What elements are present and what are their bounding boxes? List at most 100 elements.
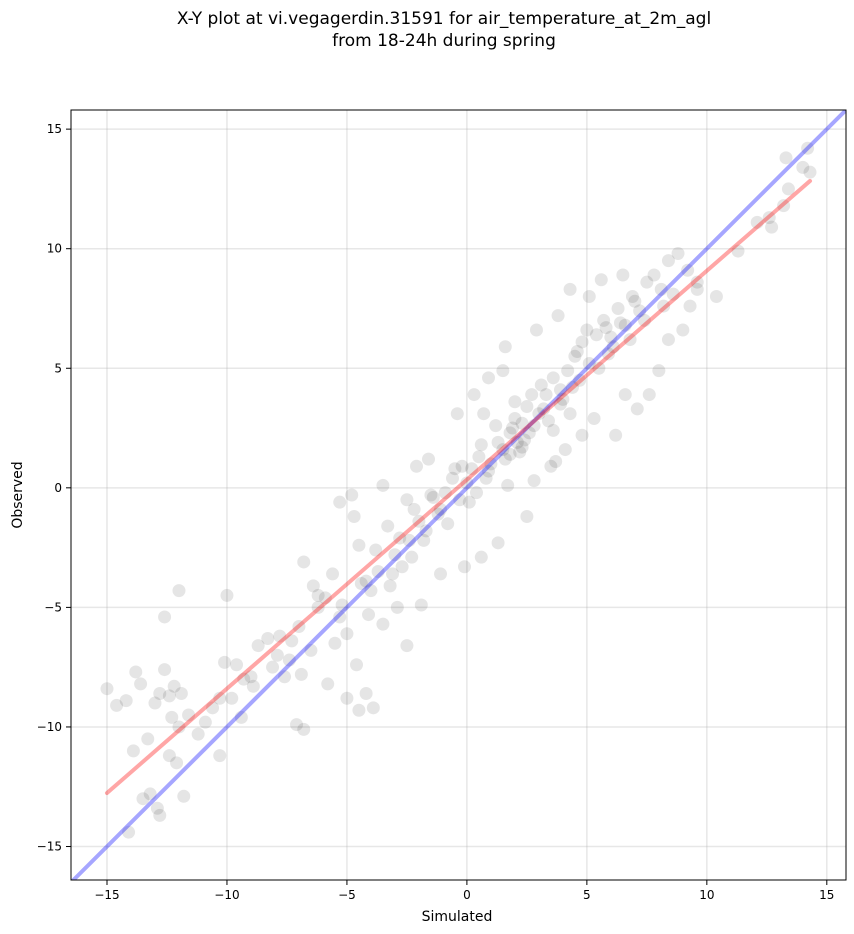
data-point bbox=[501, 478, 515, 492]
data-point bbox=[505, 421, 519, 435]
data-point bbox=[390, 600, 404, 614]
data-point bbox=[498, 452, 512, 466]
data-point bbox=[162, 749, 176, 763]
data-point bbox=[558, 443, 572, 457]
data-point bbox=[474, 550, 488, 564]
x-tick-label: −10 bbox=[214, 888, 239, 902]
data-point bbox=[352, 538, 366, 552]
data-point bbox=[709, 290, 723, 304]
data-point bbox=[266, 660, 280, 674]
data-point bbox=[575, 428, 589, 442]
data-point bbox=[311, 600, 325, 614]
chart-title-line-2: from 18-24h during spring bbox=[332, 31, 556, 51]
data-point bbox=[503, 447, 517, 461]
data-point bbox=[119, 694, 133, 708]
data-point bbox=[484, 457, 498, 471]
data-point bbox=[306, 579, 320, 593]
data-point bbox=[527, 474, 541, 488]
data-point bbox=[779, 151, 793, 165]
data-point bbox=[630, 402, 644, 416]
data-point bbox=[546, 423, 560, 437]
y-tick-label: −5 bbox=[44, 600, 62, 614]
data-point bbox=[529, 323, 543, 337]
data-point bbox=[340, 691, 354, 705]
data-point bbox=[469, 486, 483, 500]
data-point bbox=[491, 536, 505, 550]
data-point bbox=[765, 220, 779, 234]
data-point bbox=[633, 304, 647, 318]
data-point bbox=[148, 696, 162, 710]
data-point bbox=[563, 407, 577, 421]
data-point bbox=[347, 510, 361, 524]
data-point bbox=[198, 715, 212, 729]
data-point bbox=[750, 215, 764, 229]
data-point bbox=[122, 825, 136, 839]
data-point bbox=[410, 459, 424, 473]
data-point bbox=[640, 275, 654, 289]
data-point bbox=[318, 591, 332, 605]
y-axis-ticks: −15 −10 −5 0 5 10 15 bbox=[37, 122, 71, 854]
data-point bbox=[611, 301, 625, 315]
y-tick-label: 15 bbox=[47, 122, 62, 136]
data-point bbox=[589, 328, 603, 342]
data-point bbox=[352, 703, 366, 717]
data-point bbox=[496, 364, 510, 378]
data-point bbox=[498, 340, 512, 354]
x-tick-label: 15 bbox=[819, 888, 834, 902]
data-point bbox=[143, 787, 157, 801]
data-point bbox=[623, 333, 637, 347]
data-point bbox=[503, 426, 517, 440]
data-point bbox=[594, 273, 608, 287]
data-point bbox=[393, 531, 407, 545]
data-point bbox=[110, 698, 124, 712]
data-point bbox=[597, 313, 611, 327]
data-point bbox=[532, 407, 546, 421]
data-point bbox=[796, 160, 810, 174]
y-tick-label: 5 bbox=[54, 361, 62, 375]
data-point bbox=[162, 689, 176, 703]
data-point bbox=[676, 323, 690, 337]
x-tick-label: −5 bbox=[338, 888, 356, 902]
data-point bbox=[553, 383, 567, 397]
data-point bbox=[652, 364, 666, 378]
data-point bbox=[510, 435, 524, 449]
data-point bbox=[491, 435, 505, 449]
data-point bbox=[450, 407, 464, 421]
data-point bbox=[661, 333, 675, 347]
data-point bbox=[604, 330, 618, 344]
data-point bbox=[657, 299, 671, 313]
data-point bbox=[386, 567, 400, 581]
data-point bbox=[613, 316, 627, 330]
data-point bbox=[237, 672, 251, 686]
data-point bbox=[126, 744, 140, 758]
data-point bbox=[551, 309, 565, 323]
data-point bbox=[422, 452, 436, 466]
identity-line bbox=[71, 110, 846, 880]
data-point bbox=[172, 720, 186, 734]
data-point bbox=[304, 643, 318, 657]
data-point bbox=[213, 691, 227, 705]
data-point bbox=[573, 373, 587, 387]
data-point bbox=[777, 199, 791, 213]
data-point bbox=[803, 165, 817, 179]
data-point bbox=[177, 789, 191, 803]
data-point bbox=[441, 517, 455, 531]
data-point bbox=[462, 495, 476, 509]
data-point bbox=[637, 313, 651, 327]
data-point bbox=[671, 246, 685, 260]
data-point bbox=[472, 450, 486, 464]
y-tick-label: 0 bbox=[54, 481, 62, 495]
data-point bbox=[762, 211, 776, 225]
data-point bbox=[297, 555, 311, 569]
y-axis-label: Observed bbox=[10, 461, 26, 528]
data-point bbox=[182, 708, 196, 722]
data-point bbox=[465, 462, 479, 476]
data-point bbox=[402, 533, 416, 547]
data-point bbox=[561, 364, 575, 378]
data-point bbox=[563, 282, 577, 296]
data-point bbox=[654, 282, 668, 296]
data-point bbox=[537, 402, 551, 416]
data-point bbox=[448, 462, 462, 476]
data-point bbox=[376, 617, 390, 631]
